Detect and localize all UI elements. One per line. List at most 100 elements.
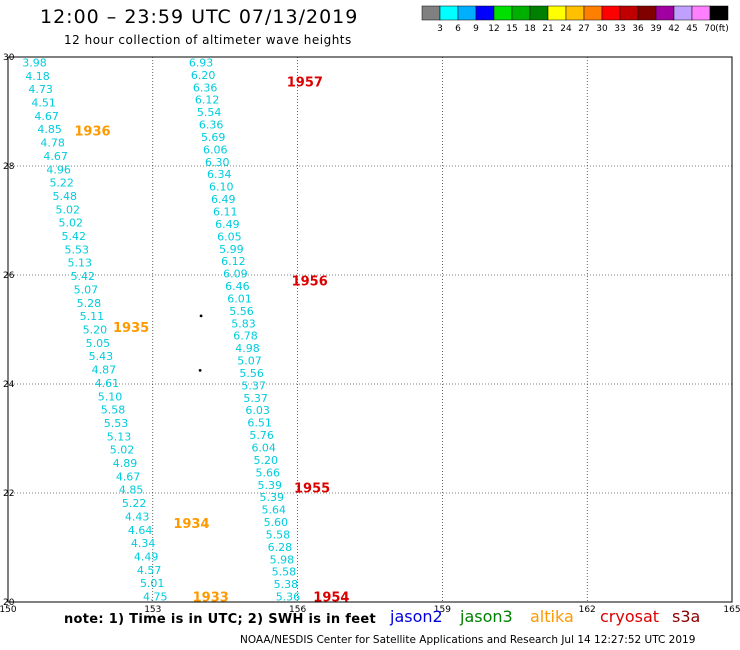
color-scale-swatch [709,5,729,21]
x-tick-label: 153 [144,605,161,615]
wave-height-value: 6.49 [215,218,240,231]
wave-height-value: 5.37 [243,392,268,405]
wave-height-value: 6.20 [191,69,216,82]
wave-height-value: 5.02 [58,217,83,230]
pass-time-label: 1957 [287,76,323,91]
color-scale-label: (ft) [715,24,729,34]
color-scale-swatch [583,5,603,21]
wave-height-value: 5.39 [258,479,283,492]
color-scale-label: 3 [437,24,443,34]
wave-height-value: 3.98 [22,56,47,69]
color-scale-label: 36 [632,24,644,34]
pass-time-label: 1955 [294,482,330,497]
color-scale-label: 12 [488,24,499,34]
wave-height-value: 6.34 [207,168,232,181]
wave-height-value: 5.22 [49,177,74,190]
y-tick-label: 20 [3,598,15,608]
wave-height-value: 4.67 [34,110,59,123]
wave-height-value: 5.20 [83,324,108,337]
satellite-legend-jason3: jason3 [460,607,513,626]
wave-height-value: 5.42 [71,270,96,283]
wave-height-value: 4.89 [113,457,138,470]
wave-height-value: 4.18 [25,70,50,83]
color-scale-label: 21 [542,24,553,34]
color-scale-swatch [493,5,513,21]
pass-time-label: 1933 [193,591,229,606]
wave-height-value: 6.05 [217,230,242,243]
y-tick-label: 30 [3,53,15,63]
wave-height-value: 5.02 [55,203,80,216]
y-tick-label: 22 [3,489,14,499]
wave-height-value: 4.67 [116,470,141,483]
wave-height-value: 5.58 [272,566,297,579]
wave-height-value: 5.60 [264,516,289,529]
wave-height-value: 5.99 [219,243,244,256]
wave-height-value: 4.78 [40,137,65,150]
wave-height-value: 5.76 [249,429,274,442]
footer-note: note: 1) Time is in UTC; 2) SWH is in fe… [64,612,376,627]
color-scale-swatch [565,5,585,21]
wave-height-value: 4.61 [95,377,120,390]
color-scale-label: 45 [686,24,697,34]
plot-frame [7,56,733,603]
wave-height-value: 4.98 [235,342,260,355]
wave-height-value: 5.56 [239,367,264,380]
wave-height-value: 6.10 [209,181,234,194]
wave-height-value: 4.43 [125,510,150,523]
color-scale-label: 39 [650,24,662,34]
wave-height-value: 6.36 [199,119,224,132]
color-scale-label: 27 [578,24,589,34]
color-scale-swatch [457,5,477,21]
y-tick-label: 26 [3,271,15,281]
wave-height-value: 5.66 [255,466,280,479]
wave-height-value: 5.20 [253,454,278,467]
x-tick-label: 162 [579,605,596,615]
wave-height-value: 5.58 [101,404,126,417]
wave-height-value: 5.53 [65,243,90,256]
x-tick-label: 156 [289,605,306,615]
wave-height-value: 5.43 [89,350,114,363]
wave-height-value: 6.06 [203,143,228,156]
wave-height-value: 4.85 [119,484,144,497]
color-scale-swatch [547,5,567,21]
color-scale-label: 30 [596,24,608,34]
wave-height-value: 5.53 [104,417,129,430]
wave-height-value: 6.12 [195,94,220,107]
pass-time-label: 1956 [292,274,328,289]
pass-time-label: 1935 [113,321,149,336]
wave-height-value: 6.11 [213,206,238,219]
color-scale-label: 9 [473,24,479,34]
wave-height-value: 5.83 [231,317,256,330]
color-scale-swatch [673,5,693,21]
wave-height-value: 4.34 [131,537,156,550]
color-scale-swatch [637,5,657,21]
wave-height-value: 5.39 [260,491,285,504]
wave-height-value: 5.54 [197,106,222,119]
color-scale-swatch [529,5,549,21]
wave-height-value: 6.36 [193,81,218,94]
wave-height-value: 5.10 [98,390,123,403]
wave-height-value: 4.64 [128,524,153,537]
color-scale-label: 70 [704,24,716,34]
wave-height-value: 4.87 [92,364,117,377]
wave-height-value: 5.37 [241,379,266,392]
color-scale-swatch [619,5,639,21]
island-dot [198,368,202,372]
color-scale-swatch [511,5,531,21]
wave-height-value: 4.73 [28,83,53,96]
wave-height-value: 5.05 [86,337,111,350]
wave-height-value: 5.64 [262,504,287,517]
chart-subtitle: 12 hour collection of altimeter wave hei… [64,33,352,47]
island-dot [199,314,203,318]
wave-height-value: 4.49 [134,550,159,563]
satellite-legend-jason2: jason2 [390,607,443,626]
wave-height-value: 5.11 [80,310,105,323]
wave-height-value: 4.57 [137,564,162,577]
x-tick-label: 165 [723,605,740,615]
wave-height-value: 5.07 [237,355,262,368]
wave-height-value: 5.98 [270,553,295,566]
wave-height-value: 5.48 [52,190,77,203]
pass-time-label: 1954 [313,591,349,606]
wave-height-value: 6.49 [211,193,236,206]
